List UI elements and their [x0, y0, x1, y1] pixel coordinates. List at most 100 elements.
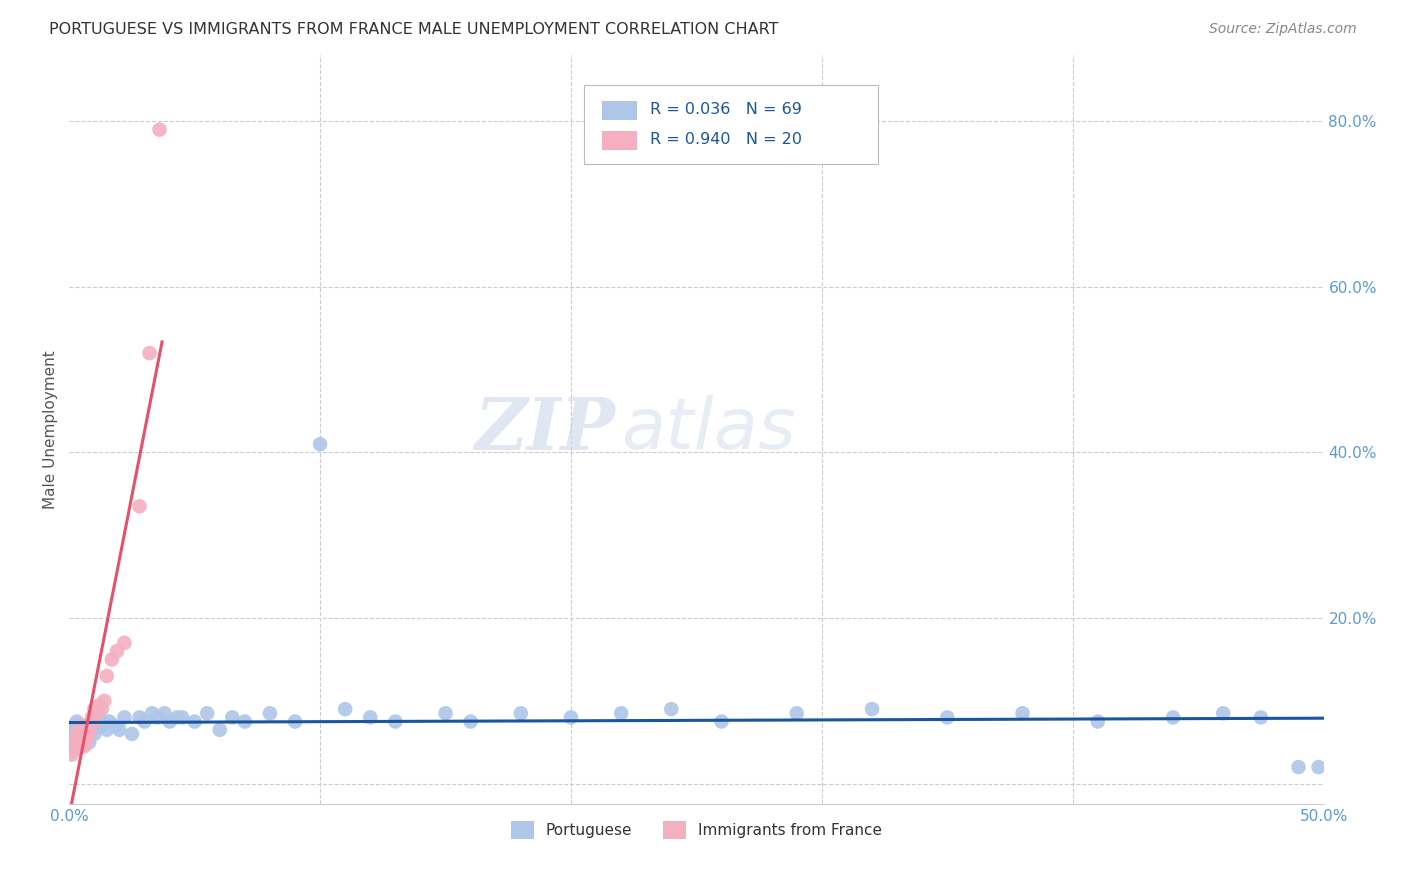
Point — [60, 739, 83, 754]
Point — [80, 710, 103, 724]
Point — [76, 719, 98, 733]
Point — [105, 644, 128, 658]
Point — [259, 706, 281, 721]
Point — [70, 735, 93, 749]
Point — [67, 723, 90, 737]
Point — [83, 727, 105, 741]
Point — [73, 727, 96, 741]
Point — [76, 723, 98, 737]
Text: R = 0.940   N = 20: R = 0.940 N = 20 — [650, 132, 801, 147]
Point — [96, 669, 118, 683]
Point — [60, 723, 83, 737]
Point — [66, 739, 89, 754]
Point — [67, 731, 90, 745]
Point — [233, 714, 256, 729]
Point — [183, 714, 205, 729]
Point — [309, 437, 332, 451]
Point — [60, 739, 83, 754]
Point — [63, 743, 86, 757]
FancyBboxPatch shape — [602, 131, 637, 150]
Point — [76, 731, 98, 745]
Text: ZIP: ZIP — [474, 394, 614, 466]
Point — [384, 714, 406, 729]
Point — [70, 719, 93, 733]
Point — [63, 743, 86, 757]
Point — [134, 714, 156, 729]
Point — [76, 723, 98, 737]
Point — [66, 727, 89, 741]
Point — [1308, 760, 1330, 774]
Point — [70, 735, 93, 749]
Point — [1250, 710, 1272, 724]
Point — [148, 122, 170, 136]
Point — [659, 702, 682, 716]
Point — [70, 719, 93, 733]
Point — [121, 727, 143, 741]
Point — [66, 727, 89, 741]
Text: R = 0.036   N = 69: R = 0.036 N = 69 — [650, 103, 801, 118]
Point — [141, 706, 163, 721]
Text: atlas: atlas — [621, 395, 796, 464]
Point — [79, 727, 101, 741]
Point — [460, 714, 482, 729]
Point — [128, 710, 150, 724]
Point — [1288, 760, 1310, 774]
Point — [76, 731, 98, 745]
Point — [98, 714, 121, 729]
Point — [89, 698, 111, 712]
Text: Source: ZipAtlas.com: Source: ZipAtlas.com — [1209, 22, 1357, 37]
Text: PORTUGUESE VS IMMIGRANTS FROM FRANCE MALE UNEMPLOYMENT CORRELATION CHART: PORTUGUESE VS IMMIGRANTS FROM FRANCE MAL… — [49, 22, 779, 37]
Point — [90, 702, 112, 716]
Point — [208, 723, 231, 737]
Point — [73, 731, 96, 745]
Point — [1161, 710, 1184, 724]
Point — [79, 735, 101, 749]
Point — [60, 747, 83, 762]
Point — [70, 723, 93, 737]
Point — [138, 346, 160, 360]
Point — [89, 710, 111, 724]
Point — [108, 723, 131, 737]
Point — [83, 702, 105, 716]
Point — [221, 710, 243, 724]
Point — [103, 719, 125, 733]
Point — [146, 710, 169, 724]
Point — [172, 710, 194, 724]
Point — [335, 702, 357, 716]
Point — [90, 719, 112, 733]
Point — [66, 735, 89, 749]
Point — [166, 710, 188, 724]
Point — [73, 731, 96, 745]
Point — [195, 706, 218, 721]
Point — [93, 694, 115, 708]
Point — [70, 727, 93, 741]
Point — [112, 636, 135, 650]
Legend: Portuguese, Immigrants from France: Portuguese, Immigrants from France — [505, 814, 889, 846]
Point — [80, 719, 103, 733]
Point — [67, 739, 90, 754]
Point — [509, 706, 531, 721]
Point — [67, 727, 90, 741]
Point — [83, 714, 105, 729]
Point — [73, 739, 96, 754]
Point — [786, 706, 808, 721]
Point — [153, 706, 176, 721]
Point — [936, 710, 959, 724]
Point — [128, 500, 150, 514]
Point — [80, 723, 103, 737]
Point — [86, 706, 108, 721]
Point — [112, 710, 135, 724]
Point — [359, 710, 381, 724]
Point — [63, 735, 86, 749]
Point — [96, 723, 118, 737]
Point — [66, 735, 89, 749]
Point — [434, 706, 457, 721]
Point — [159, 714, 181, 729]
Point — [79, 719, 101, 733]
Y-axis label: Male Unemployment: Male Unemployment — [44, 351, 58, 509]
Point — [67, 731, 90, 745]
FancyBboxPatch shape — [602, 101, 637, 120]
Point — [63, 719, 86, 733]
Point — [284, 714, 307, 729]
Point — [560, 710, 582, 724]
